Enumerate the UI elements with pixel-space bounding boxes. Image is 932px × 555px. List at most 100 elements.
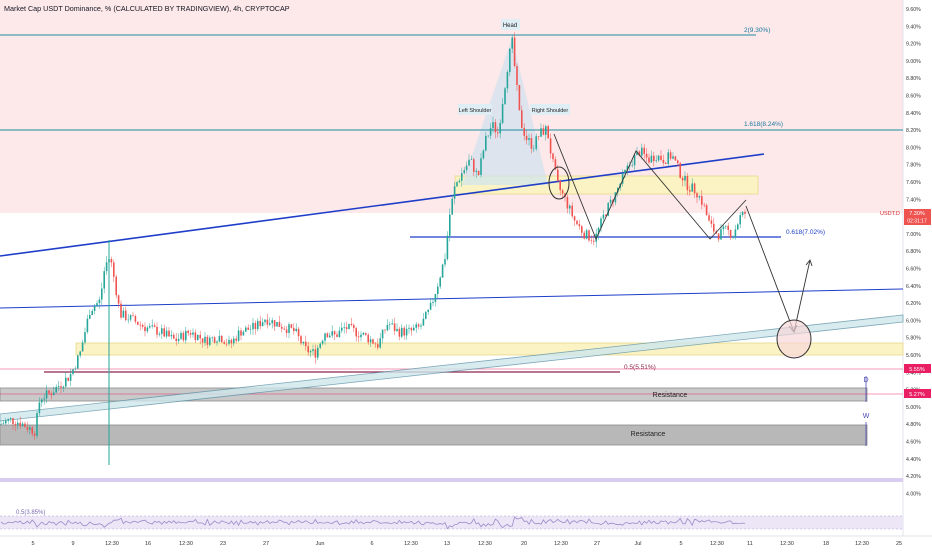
candle-body [521, 110, 523, 128]
candle-body [727, 225, 729, 230]
price-axis-panel [903, 0, 932, 536]
time-tick-label: 12:30 [179, 541, 193, 547]
price-tick-label: 8.80% [906, 76, 921, 82]
candle-body [307, 346, 309, 353]
left-shoulder-label-box [458, 104, 492, 115]
candle-body [17, 422, 19, 426]
candle-body [636, 151, 638, 156]
candle-body [451, 198, 453, 215]
candle-body [372, 339, 374, 344]
candle-body [686, 176, 689, 191]
candle-body [281, 326, 283, 329]
right-shoulder-label-box [530, 104, 570, 115]
price-axis[interactable]: 9.60% 9.40% 9.20% 9.00% 8.80% 8.60% 8.40% 8.20%… [906, 7, 921, 497]
candle-body [413, 327, 415, 331]
candle-body [569, 205, 571, 209]
candle-body [45, 390, 48, 399]
candle-body [249, 329, 252, 330]
candle-body [506, 72, 509, 89]
candle-body [523, 127, 525, 136]
candle-body [105, 262, 108, 272]
time-tick-label: 12:30 [780, 541, 794, 547]
candle-body [410, 327, 413, 331]
candle-body [696, 193, 698, 198]
candle-body [566, 196, 569, 209]
candle-body [691, 183, 693, 192]
candle-body [367, 334, 369, 343]
candle-body [645, 153, 648, 158]
time-tick-label: 23 [220, 541, 226, 547]
candle-body [576, 220, 578, 225]
candle-body [163, 328, 165, 337]
candle-body [252, 322, 254, 330]
candle-body [187, 330, 189, 334]
candle-body [403, 327, 405, 336]
price-tick-label: 4.40% [906, 457, 921, 463]
price-tick-label: 9.40% [906, 24, 921, 30]
candle-body [65, 377, 67, 387]
time-tick-label: 12:30 [855, 541, 869, 547]
price-tick-label: 5.60% [906, 353, 921, 359]
candle-body [415, 324, 417, 328]
time-axis[interactable]: 5 9 12:30 16 12:30 23 27 Jun 6 12:30 13 12:30 20 12:3… [31, 541, 902, 547]
candle-body [273, 320, 276, 327]
candle-body [132, 315, 134, 316]
candle-body [679, 163, 681, 178]
candle-body [425, 311, 427, 319]
candle-body [717, 233, 720, 240]
candle-body [732, 237, 734, 238]
candle-body [713, 223, 715, 232]
candle-body [667, 152, 669, 164]
candle-body [703, 204, 705, 206]
candle-body [62, 386, 65, 388]
candle-body [741, 211, 744, 216]
time-tick-label: 12:30 [105, 541, 119, 547]
candle-body [698, 196, 701, 198]
candle-body [708, 215, 710, 221]
candle-body [441, 264, 444, 278]
candle-body [545, 126, 547, 135]
demand-zone-left [75, 342, 904, 356]
candle-body [245, 327, 247, 332]
candle-body [470, 159, 473, 160]
candle-body [319, 343, 321, 348]
candle-body [0, 423, 2, 425]
candle-body [461, 173, 463, 181]
chart-title: Market Cap USDT Dominance, % (CALCULATED… [4, 4, 290, 13]
candle-body [21, 423, 24, 427]
candle-body [501, 104, 504, 123]
price-tick-label: 4.80% [906, 422, 921, 428]
main-trendline [0, 153, 765, 257]
candle-body [343, 327, 345, 328]
candle-body [125, 310, 127, 320]
left-shoulder-label: Left Shoulder [459, 108, 492, 114]
candle-body [122, 310, 125, 318]
price-tag-2-box [904, 389, 931, 398]
candle-body [396, 328, 398, 332]
candle-body [513, 37, 516, 67]
candle-body [233, 338, 235, 344]
candle-body [201, 338, 204, 343]
candle-body [283, 328, 285, 330]
candle-body [554, 159, 557, 170]
candle-body [705, 205, 708, 216]
candle-body [139, 324, 141, 326]
candle-body [420, 325, 422, 327]
candle-body [672, 156, 674, 159]
candle-body [168, 330, 170, 337]
candle-body [69, 374, 72, 381]
candle-body [480, 158, 482, 176]
candle-body [463, 170, 465, 174]
candle-body [357, 336, 360, 338]
candle-body [355, 328, 357, 337]
candle-body [492, 122, 494, 129]
resistance-label-1: Resistance [653, 392, 688, 399]
candle-body [55, 386, 57, 393]
price-tick-label: 6.40% [906, 284, 921, 290]
candle-body [329, 335, 331, 338]
candle-body [43, 398, 45, 400]
candle-body [377, 344, 379, 348]
candle-body [192, 332, 194, 335]
